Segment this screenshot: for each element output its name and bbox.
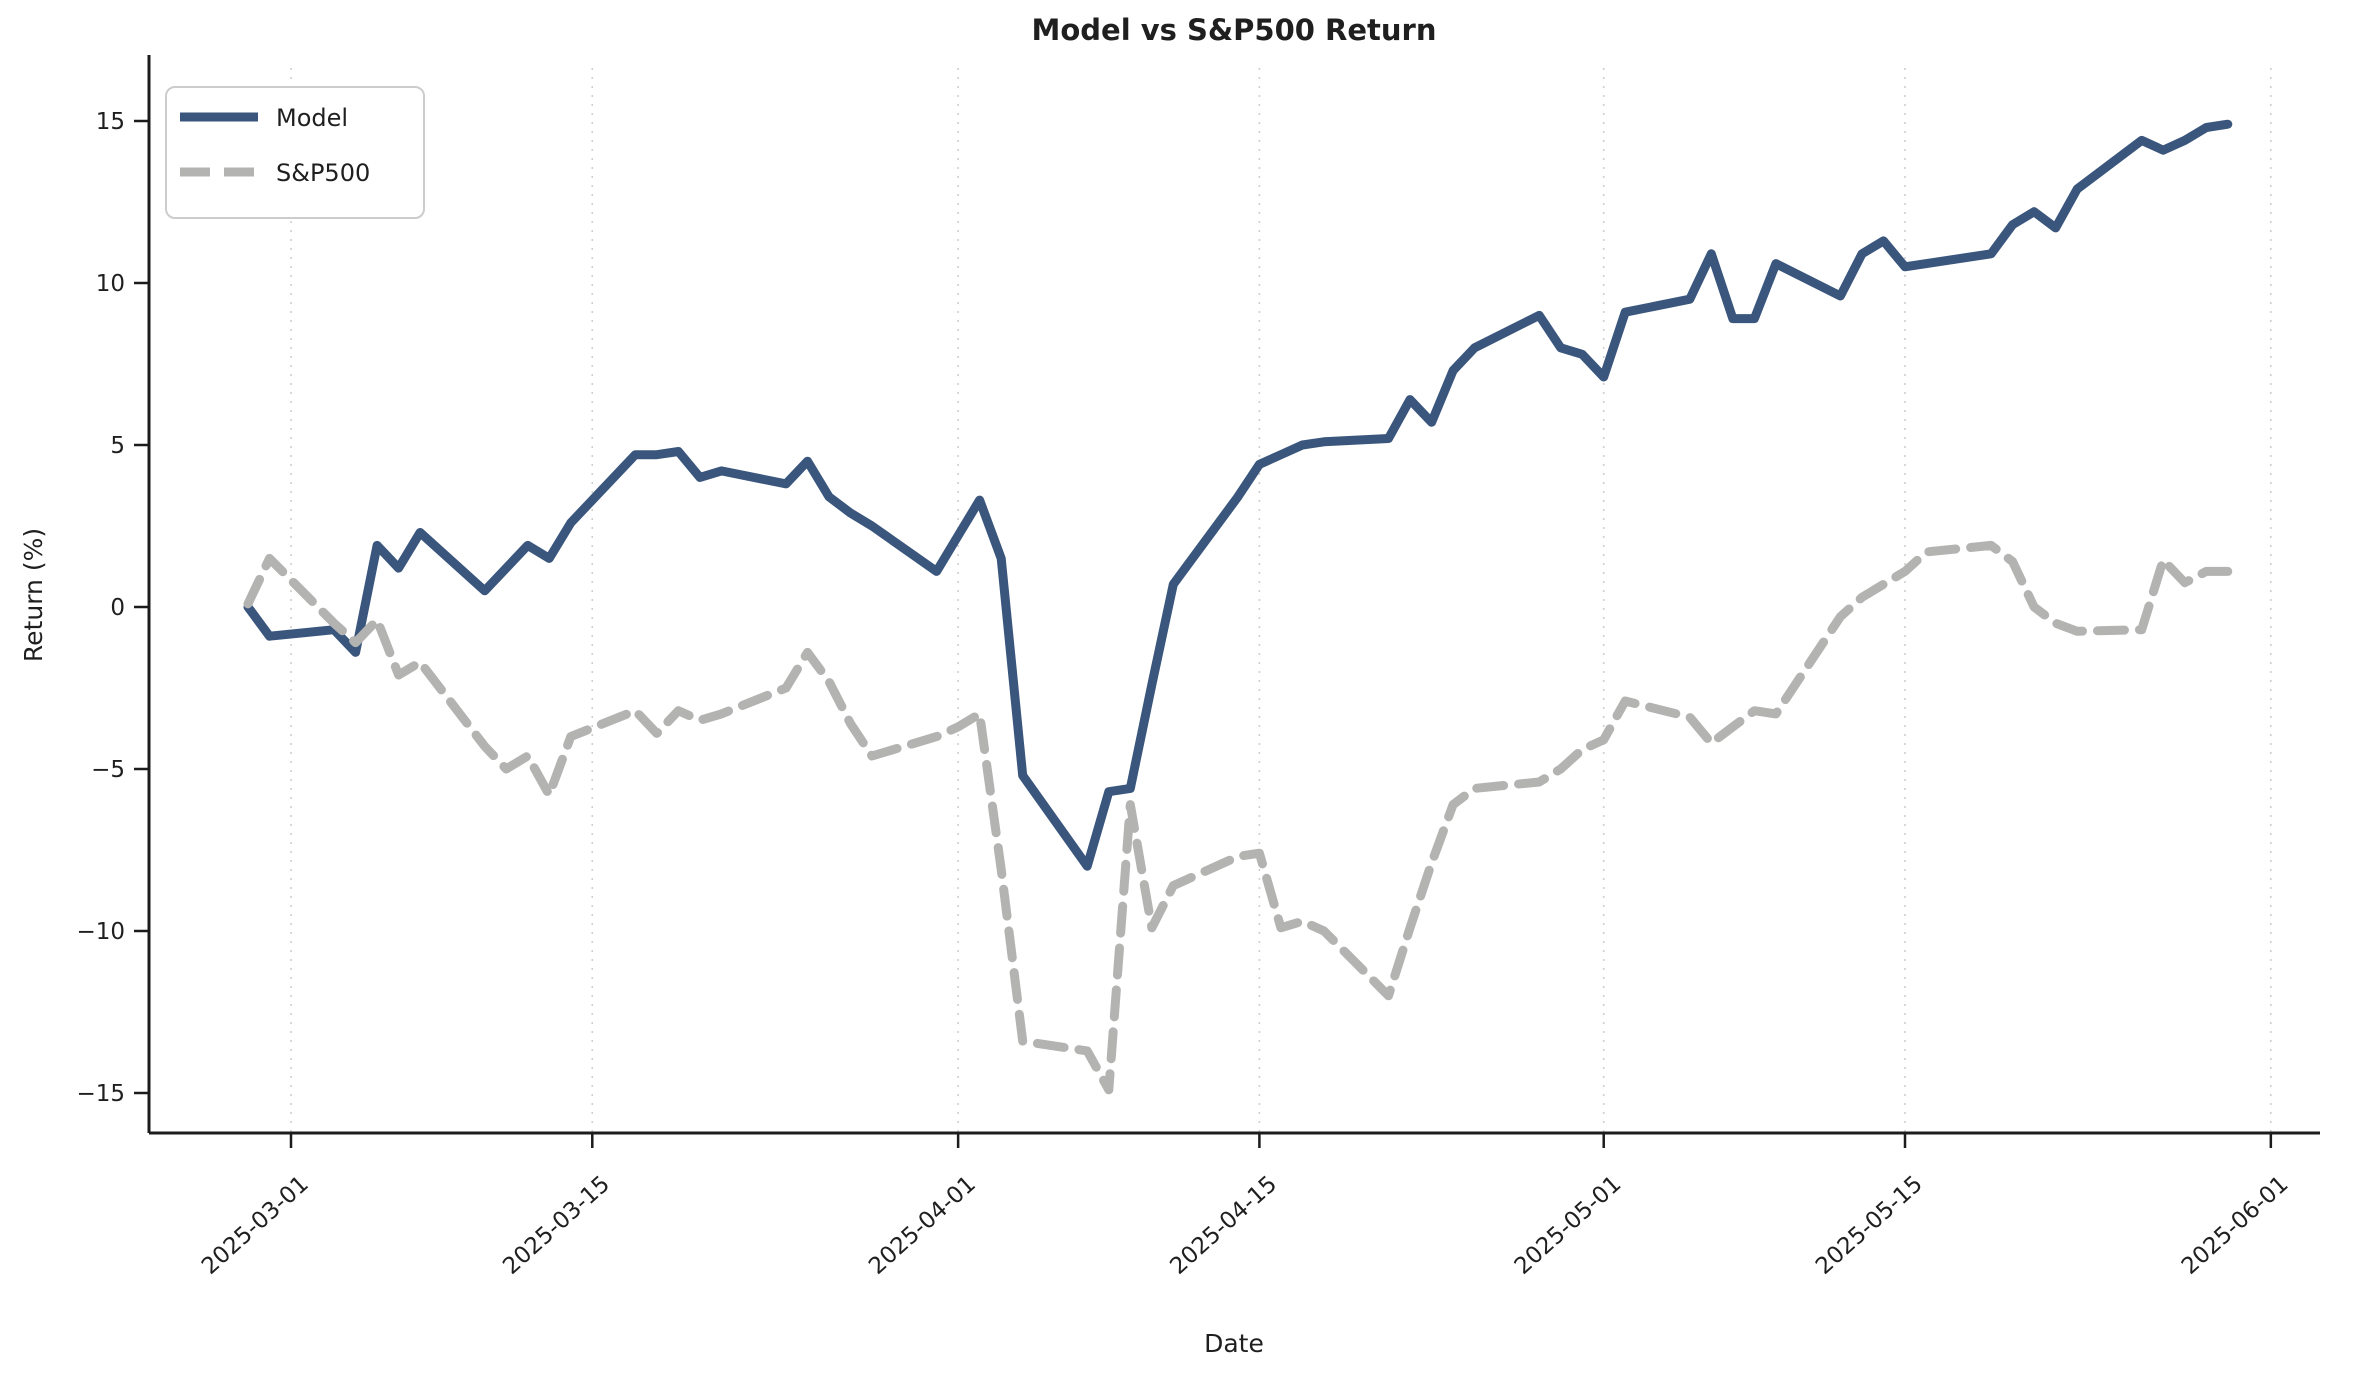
legend-sp500-label: S&P500 (276, 159, 370, 187)
legend-model-label: Model (276, 104, 348, 132)
y-axis-ticks: 15 10 5 0 −5 −10 −15 (76, 109, 149, 1107)
model-line (243, 119, 2233, 871)
x-tick-label: 2025-05-15 (1811, 1171, 1928, 1280)
x-axis-ticks: 2025-03-01 2025-03-15 2025-04-01 2025-04-15… (197, 1133, 2294, 1280)
x-tick-label: 2025-06-01 (2177, 1171, 2294, 1280)
chart-title: Model vs S&P500 Return (1031, 13, 1436, 47)
x-tick-label: 2025-05-01 (1510, 1171, 1627, 1280)
y-tick-label: −15 (76, 1081, 125, 1107)
gridlines (290, 68, 2272, 1133)
y-tick-label: 15 (96, 109, 125, 135)
x-axis-label: Date (1204, 1329, 1264, 1358)
x-tick-label: 2025-04-01 (864, 1171, 981, 1280)
axes-spines (147, 55, 2320, 1135)
y-tick-label: 0 (110, 595, 125, 621)
data-series (243, 119, 2233, 1095)
y-tick-label: −10 (76, 919, 125, 945)
x-tick-label: 2025-03-01 (197, 1171, 314, 1280)
y-tick-label: 5 (110, 433, 125, 459)
x-tick-label: 2025-04-15 (1165, 1171, 1282, 1280)
y-tick-label: −5 (91, 757, 125, 783)
sp500-line (243, 540, 2233, 1095)
legend: Model S&P500 (165, 86, 425, 219)
y-axis-label: Return (%) (19, 528, 48, 662)
x-tick-label: 2025-03-15 (498, 1171, 615, 1280)
y-tick-label: 10 (96, 271, 125, 297)
